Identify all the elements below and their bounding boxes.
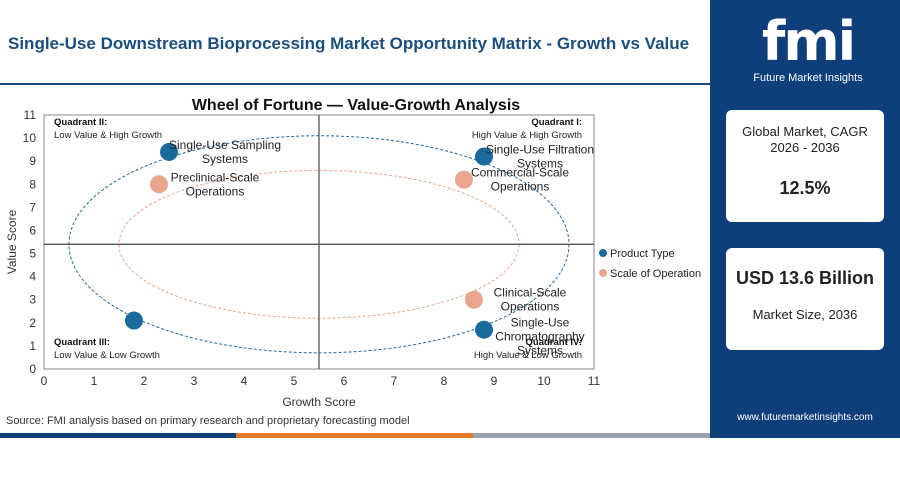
y-tick-label: 6 bbox=[29, 223, 36, 237]
y-tick-label: 10 bbox=[23, 131, 37, 145]
x-tick-label: 4 bbox=[241, 374, 248, 388]
point-label: Preclinical-Scale bbox=[171, 170, 260, 184]
quadrant-description: High Value & Low Growth bbox=[474, 350, 582, 361]
source-note: Source: FMI analysis based on primary re… bbox=[6, 415, 410, 427]
quadrant-name: Quadrant III: bbox=[54, 337, 110, 348]
x-tick-label: 10 bbox=[537, 374, 551, 388]
legend-marker bbox=[599, 249, 607, 257]
chart-title: Wheel of Fortune — Value-Growth Analysis bbox=[192, 97, 520, 114]
data-point bbox=[125, 311, 143, 330]
bottom-color-bar bbox=[0, 433, 710, 438]
quadrant-name: Quadrant II: bbox=[54, 117, 107, 128]
legend-entry: Product Type bbox=[610, 248, 675, 260]
x-tick-label: 5 bbox=[291, 374, 298, 388]
point-label: Single-Use bbox=[511, 316, 570, 330]
point-label: Operations bbox=[186, 184, 245, 198]
quadrant-name: Quadrant IV: bbox=[526, 337, 582, 348]
point-label: Chromatography bbox=[495, 330, 584, 344]
cagr-value: 12.5% bbox=[779, 178, 831, 198]
opportunity-matrix-chart: Wheel of Fortune — Value-Growth Analysis… bbox=[5, 97, 701, 409]
y-tick-label: 2 bbox=[29, 316, 36, 330]
x-tick-label: 0 bbox=[41, 374, 48, 388]
market-size-label: Market Size, 2036 bbox=[752, 307, 858, 322]
y-axis-label: Value Score bbox=[5, 209, 19, 274]
logo-subtitle: Future Market Insights bbox=[753, 72, 863, 84]
point-label: Systems bbox=[517, 157, 563, 171]
point-label: Single-Use Filtration bbox=[486, 143, 594, 157]
x-tick-label: 6 bbox=[341, 374, 348, 388]
x-tick-label: 3 bbox=[191, 374, 198, 388]
bar-segment-orange bbox=[236, 433, 473, 438]
x-tick-label: 11 bbox=[588, 374, 601, 388]
fmi-logo: fmi Future Market Insights bbox=[738, 8, 878, 88]
data-point bbox=[150, 175, 168, 194]
y-tick-label: 11 bbox=[24, 108, 37, 122]
bar-segment-grey bbox=[473, 433, 710, 438]
legend-entry: Scale of Operation bbox=[610, 268, 701, 280]
data-point bbox=[475, 320, 493, 339]
x-tick-label: 8 bbox=[441, 374, 448, 388]
y-tick-label: 7 bbox=[29, 200, 36, 214]
point-label: Systems bbox=[517, 344, 563, 358]
y-tick-label: 5 bbox=[29, 247, 36, 261]
point-label: Clinical-Scale bbox=[494, 286, 567, 300]
legend-marker bbox=[599, 269, 607, 277]
point-label: Operations bbox=[491, 180, 550, 194]
y-tick-label: 9 bbox=[29, 154, 36, 168]
quadrant-description: Low Value & High Growth bbox=[54, 130, 162, 141]
x-tick-label: 7 bbox=[391, 374, 398, 388]
x-tick-label: 2 bbox=[141, 374, 148, 388]
cagr-label: Global Market, CAGR 2026 - 2036 bbox=[742, 124, 868, 155]
quadrant-name: Quadrant I: bbox=[531, 117, 582, 128]
legend: Product Type Scale of Operation bbox=[599, 248, 701, 280]
data-point bbox=[465, 290, 483, 309]
point-label: Systems bbox=[202, 152, 248, 166]
data-point bbox=[475, 147, 493, 166]
cagr-card: Global Market, CAGR 2026 - 2036 12.5% bbox=[726, 110, 884, 222]
x-axis-label: Growth Score bbox=[282, 395, 356, 409]
data-point bbox=[455, 170, 473, 189]
y-tick-label: 4 bbox=[29, 270, 36, 284]
x-tick-label: 1 bbox=[91, 374, 98, 388]
quadrant-description: High Value & High Growth bbox=[472, 130, 582, 141]
sidebar-panel: fmi Future Market Insights Global Market… bbox=[710, 0, 900, 438]
website-link[interactable]: www.futuremarketinsights.com bbox=[737, 412, 873, 423]
bar-segment-navy bbox=[0, 433, 236, 438]
data-point bbox=[160, 142, 178, 161]
market-size-card: USD 13.6 Billion Market Size, 2036 bbox=[726, 248, 884, 350]
point-label: Single-Use Sampling bbox=[169, 138, 281, 152]
y-tick-label: 1 bbox=[29, 339, 36, 353]
y-tick-label: 0 bbox=[29, 362, 36, 376]
point-label: Commercial-Scale bbox=[471, 166, 569, 180]
x-tick-label: 9 bbox=[491, 374, 498, 388]
point-label: Operations bbox=[501, 300, 560, 314]
quadrant-description: Low Value & Low Growth bbox=[54, 350, 160, 361]
y-tick-label: 8 bbox=[29, 177, 36, 191]
y-tick-label: 3 bbox=[29, 293, 36, 307]
page-title: Single-Use Downstream Bioprocessing Mark… bbox=[8, 34, 690, 53]
logo-mark: fmi bbox=[761, 10, 856, 73]
market-size-value: USD 13.6 Billion bbox=[735, 268, 875, 288]
title-underline bbox=[0, 83, 710, 85]
